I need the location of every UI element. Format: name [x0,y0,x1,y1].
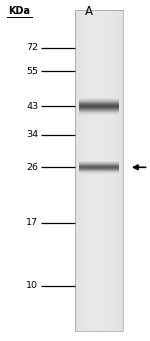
Text: 17: 17 [26,218,38,227]
Text: 26: 26 [26,163,38,172]
Text: 10: 10 [26,281,38,291]
Text: 55: 55 [26,66,38,76]
Text: KDa: KDa [9,6,30,16]
Text: A: A [85,5,93,18]
Bar [75,10,123,331]
Text: 43: 43 [26,102,38,111]
Text: 34: 34 [26,130,38,139]
Text: 72: 72 [26,43,38,52]
